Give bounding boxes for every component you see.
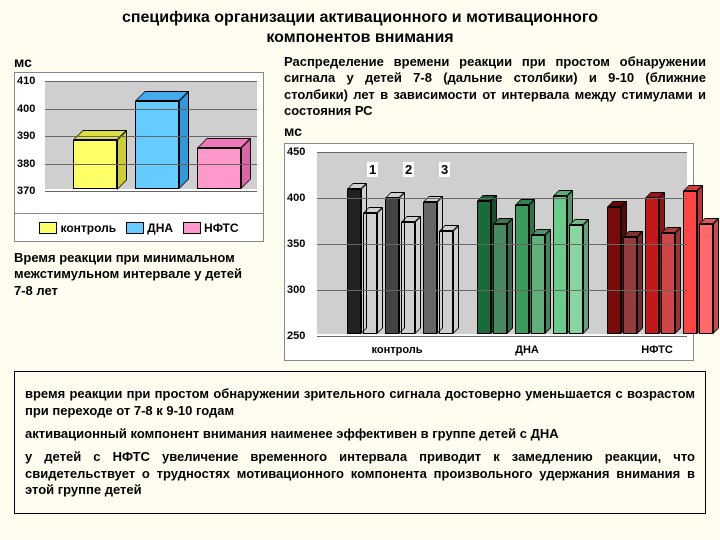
conclusions-box: время реакции при простом обнаружении зр… [14,371,706,514]
chart-left-caption: Время реакции при минимальном межстимуль… [14,250,244,299]
chart-right-description: Распределение времени реакции при просто… [284,54,706,119]
chart-right: 123 250300350400450 контрольДНАНФТС [284,143,694,361]
chart-left: 370380390400410 контрольДНАНФТС [14,72,264,242]
y-axis-label-2: мс [284,123,302,139]
slide-title: специфика организации активационного и м… [14,8,706,48]
chart-left-legend: контрольДНАНФТС [15,213,263,241]
y-axis-label-1: мс [14,54,274,70]
